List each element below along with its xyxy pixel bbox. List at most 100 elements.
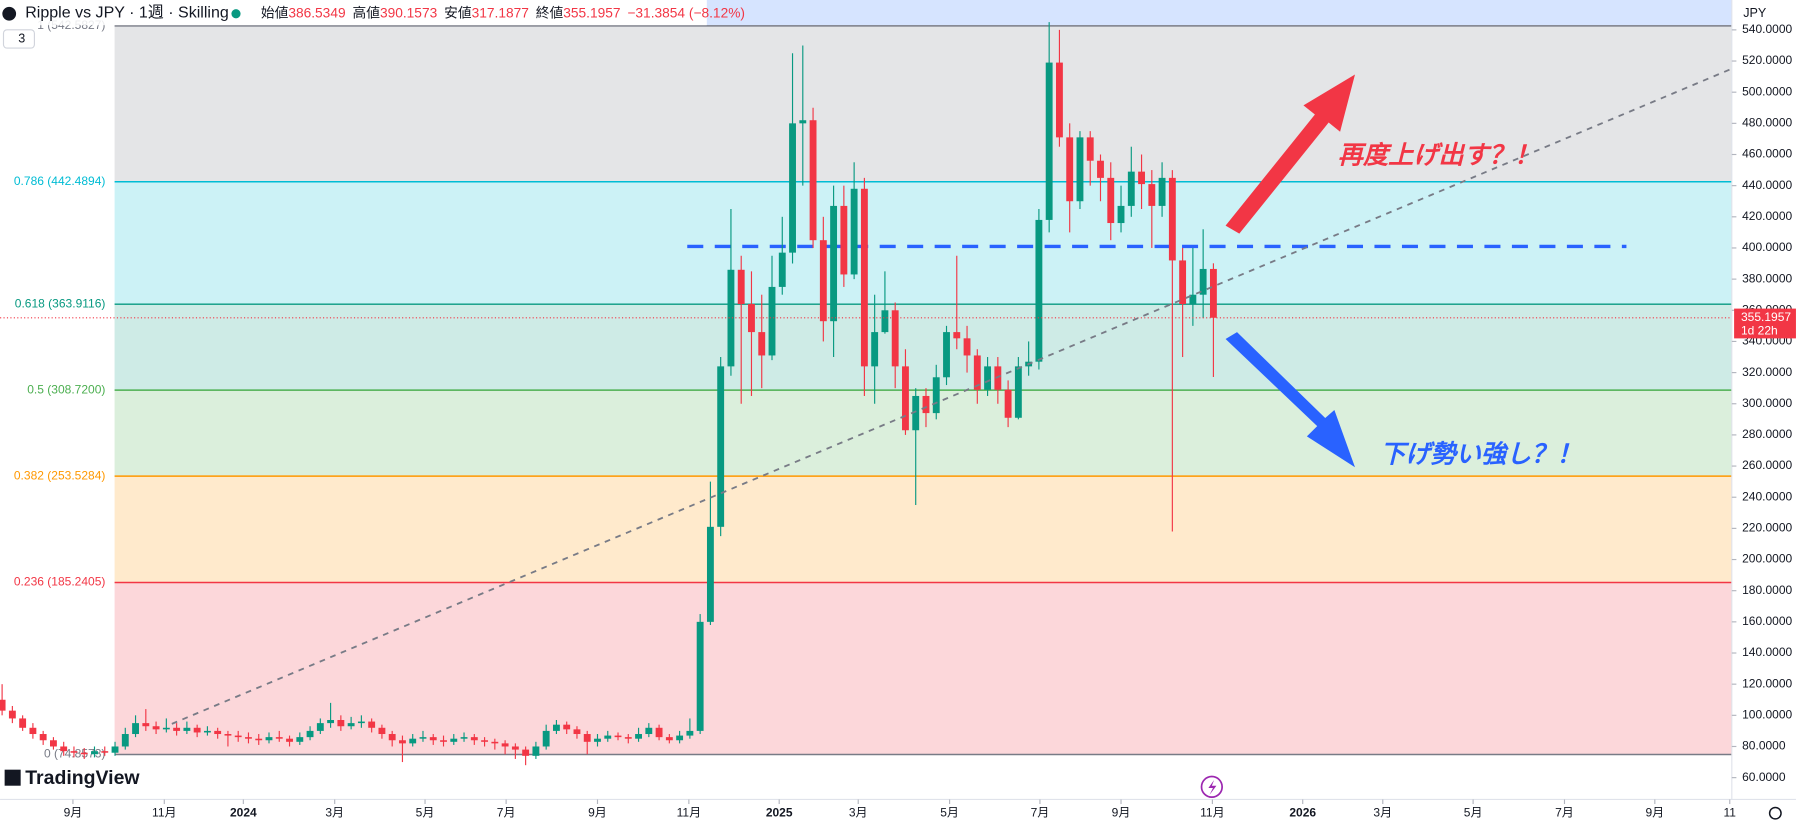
candle-body xyxy=(1035,219,1043,362)
candle-body xyxy=(1127,171,1135,206)
y-tick-label: 260.0000 xyxy=(1742,458,1792,472)
candle-body xyxy=(850,188,858,275)
trend-line xyxy=(171,67,1733,725)
y-tick-label: 420.0000 xyxy=(1742,209,1792,223)
x-tick-label: 11月 xyxy=(677,805,702,819)
candle-body xyxy=(481,740,489,742)
y-tick-label: 400.0000 xyxy=(1742,240,1792,254)
candle-body xyxy=(1209,268,1217,318)
candle-body xyxy=(655,727,663,738)
header-legend: Ripple vs JPY · 1週 · Skilling 始値386.5349 高… xyxy=(25,4,745,22)
y-tick-label: 240.0000 xyxy=(1742,489,1792,503)
y-tick-label: 540.0000 xyxy=(1742,22,1792,36)
candle-body xyxy=(132,723,139,735)
candle-body xyxy=(583,734,591,742)
symbol-icon[interactable] xyxy=(2,6,17,21)
y-tick-label: 220.0000 xyxy=(1742,521,1792,535)
candle-body xyxy=(234,735,242,738)
candle-body xyxy=(922,395,930,414)
candle-body xyxy=(973,355,981,390)
candle-body xyxy=(819,240,827,322)
candle-body xyxy=(440,740,447,742)
x-tick-label: 3月 xyxy=(1373,805,1392,819)
candle-body xyxy=(80,752,88,755)
candle-body xyxy=(645,727,653,735)
candle-body xyxy=(501,743,509,747)
candle-body xyxy=(0,699,6,711)
candle-body xyxy=(193,727,201,733)
event-icon[interactable] xyxy=(1200,775,1223,799)
y-tick-label: 160.0000 xyxy=(1742,614,1792,628)
candle-body xyxy=(676,735,684,741)
candle-body xyxy=(388,734,396,741)
candle-body xyxy=(799,120,807,124)
candle-body xyxy=(1076,137,1084,202)
candle-body xyxy=(1107,177,1115,224)
currency[interactable]: JPY xyxy=(1743,6,1767,20)
candle-body xyxy=(1045,62,1053,220)
top-strip xyxy=(706,0,1732,26)
fib-label: 0.382 (253.5284) xyxy=(14,468,106,482)
candle-body xyxy=(881,310,889,333)
candle-body xyxy=(706,526,714,622)
status-dot xyxy=(231,9,241,19)
candle-body xyxy=(60,746,68,752)
indicator-toggle[interactable] xyxy=(2,29,35,49)
indicator-count: 3 xyxy=(18,31,25,45)
candle-body xyxy=(111,746,119,753)
candle-body xyxy=(635,734,642,739)
y-tick-label: 60.0000 xyxy=(1742,770,1786,784)
candle-body xyxy=(296,737,304,742)
up-arrow xyxy=(1225,74,1355,234)
header-item: 安値 xyxy=(444,5,472,20)
candle-body xyxy=(121,734,129,747)
candle-body xyxy=(470,737,478,741)
candle-body xyxy=(563,724,571,730)
candle-body xyxy=(19,718,27,728)
candle-body xyxy=(357,721,365,724)
candle-body xyxy=(552,724,560,731)
candle-body xyxy=(1014,366,1022,418)
x-tick-label: 7月 xyxy=(1555,805,1574,819)
x-tick-label: 9月 xyxy=(1112,805,1131,819)
candle-body xyxy=(860,188,868,367)
fib-label: 0 (74.8573) xyxy=(44,747,105,761)
candle-body xyxy=(727,269,735,367)
candle-body xyxy=(604,735,612,739)
candle-body xyxy=(737,269,745,305)
price-badge-label: 355.1957 xyxy=(1741,310,1791,324)
header-item: −31.3854 (−8.12%) xyxy=(627,5,745,20)
y-tick-label: 380.0000 xyxy=(1742,271,1792,285)
y-tick-label: 180.0000 xyxy=(1742,583,1792,597)
candle-body xyxy=(203,730,211,733)
header-item: 317.1877 xyxy=(472,5,529,20)
candle-body xyxy=(902,366,909,431)
x-tick-label: 9月 xyxy=(64,805,83,819)
candle-body xyxy=(101,751,109,753)
price-axis xyxy=(1731,0,1796,829)
candle-body xyxy=(1179,260,1187,305)
brand: TradingView xyxy=(25,767,140,789)
settings-icon[interactable] xyxy=(1768,806,1782,820)
candle-body xyxy=(491,741,499,744)
candle-body xyxy=(255,738,263,741)
fib-zone xyxy=(114,476,1732,583)
y-tick-label: 280.0000 xyxy=(1742,427,1792,441)
candle-body xyxy=(871,332,879,367)
candle-body xyxy=(573,729,581,735)
candle-body xyxy=(758,332,766,356)
candle-body xyxy=(1055,62,1063,138)
fib-label: 0.618 (363.9116) xyxy=(15,296,106,310)
y-tick-label: 120.0000 xyxy=(1742,676,1792,690)
header-item: Ripple vs JPY · 1週 · Skilling xyxy=(25,4,229,22)
candle-body xyxy=(327,719,335,724)
y-tick-label: 480.0000 xyxy=(1742,116,1792,130)
y-tick-label: 500.0000 xyxy=(1742,84,1792,98)
candle-body xyxy=(891,310,899,367)
y-tick-label: 300.0000 xyxy=(1742,396,1792,410)
x-tick-label: 2025 xyxy=(766,805,793,819)
y-tick-label: 520.0000 xyxy=(1742,53,1792,67)
candle-body xyxy=(70,751,78,753)
x-tick-label: 11月 xyxy=(1200,805,1225,819)
